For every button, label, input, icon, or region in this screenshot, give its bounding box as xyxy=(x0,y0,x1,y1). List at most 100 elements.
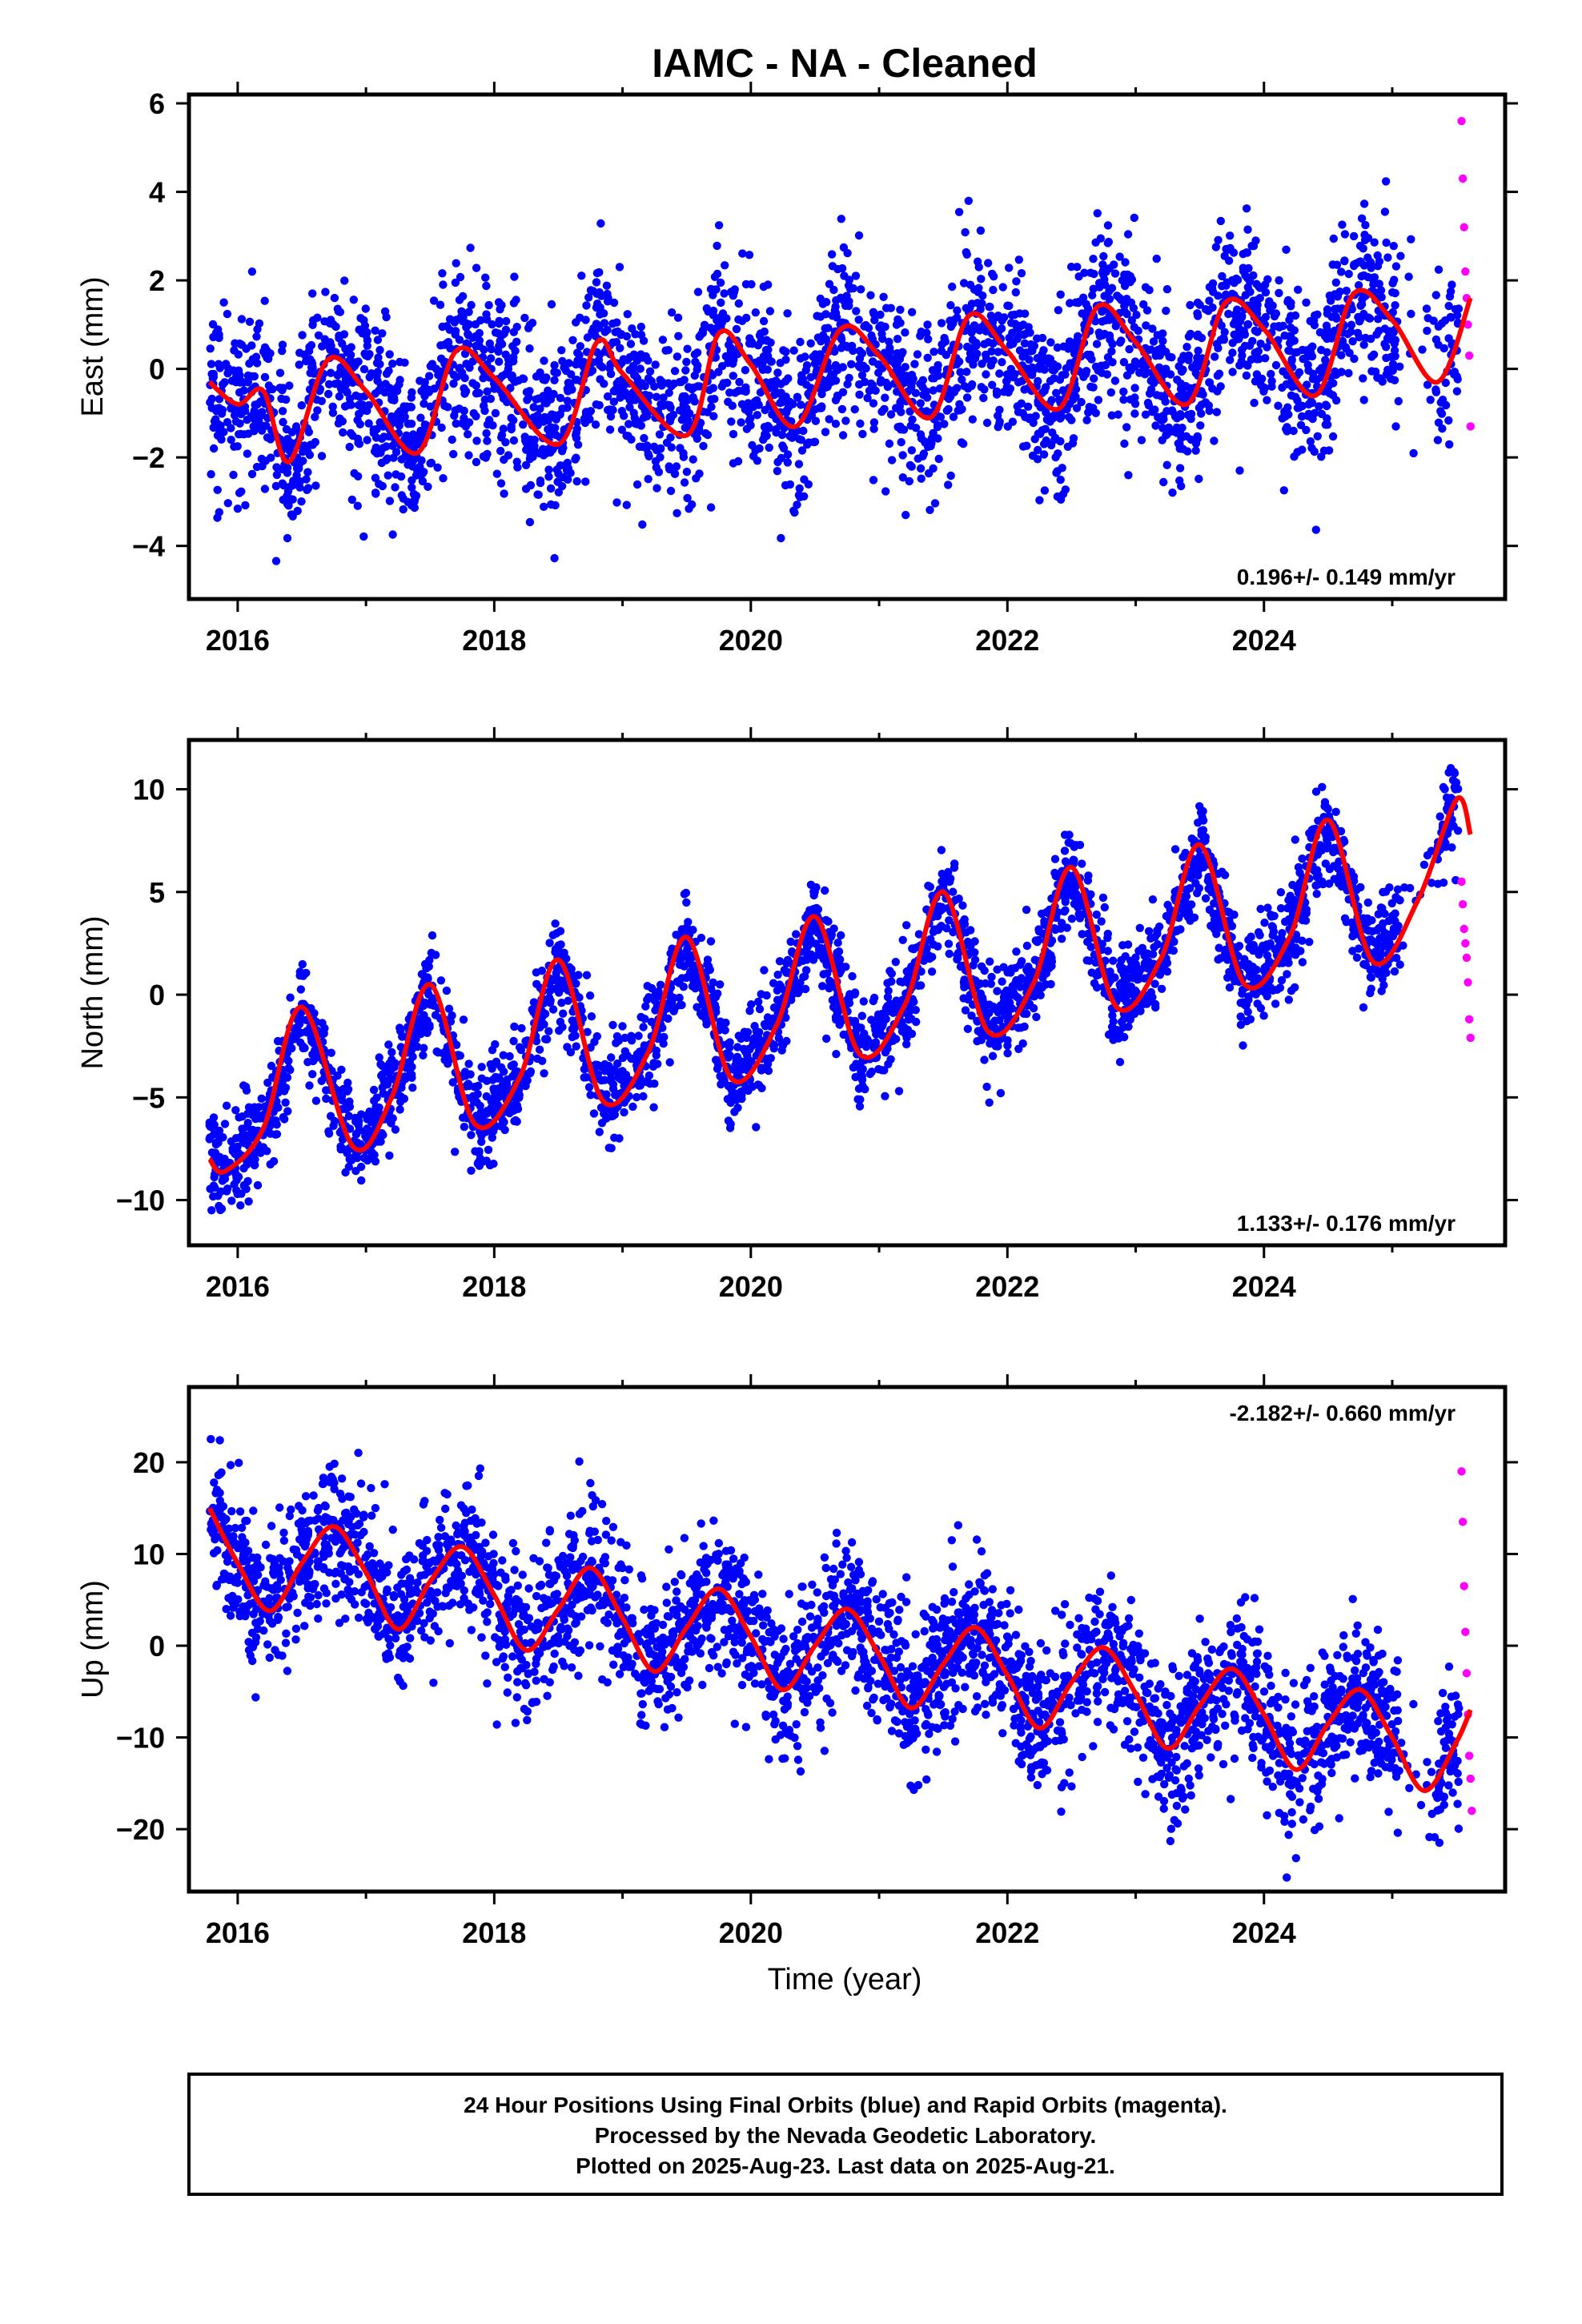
final-orbit-point xyxy=(864,324,873,332)
final-orbit-point xyxy=(1312,890,1321,899)
final-orbit-point xyxy=(501,350,510,359)
final-orbit-point xyxy=(509,416,518,424)
final-orbit-point xyxy=(1434,418,1443,427)
final-orbit-point xyxy=(448,435,456,444)
final-orbit-point xyxy=(694,427,703,436)
final-orbit-point xyxy=(733,1104,742,1112)
final-orbit-point xyxy=(480,345,488,354)
final-orbit-point xyxy=(881,304,891,312)
final-orbit-point xyxy=(1283,427,1291,436)
final-orbit-point xyxy=(795,484,804,493)
final-orbit-point xyxy=(596,303,604,312)
final-orbit-point xyxy=(1018,442,1028,451)
final-orbit-point xyxy=(837,215,846,223)
final-orbit-point xyxy=(946,316,954,325)
final-orbit-point xyxy=(830,347,839,356)
final-orbit-point xyxy=(783,309,792,318)
final-orbit-point xyxy=(1167,353,1176,362)
final-orbit-point xyxy=(439,280,448,289)
final-orbit-point xyxy=(751,308,760,317)
final-orbit-point xyxy=(223,369,232,378)
final-orbit-point xyxy=(245,317,255,326)
final-orbit-point xyxy=(917,474,926,483)
final-orbit-point xyxy=(990,1004,1000,1014)
final-orbit-point xyxy=(488,421,497,430)
final-orbit-point xyxy=(1088,291,1097,300)
final-orbit-point xyxy=(449,379,458,388)
final-orbit-point xyxy=(471,320,480,329)
final-orbit-point xyxy=(907,308,917,316)
final-orbit-point xyxy=(382,442,391,451)
final-orbit-point xyxy=(997,324,1006,333)
final-orbit-point xyxy=(1002,370,1012,379)
final-orbit-point xyxy=(1322,330,1331,339)
final-orbit-point xyxy=(905,374,914,384)
final-orbit-point xyxy=(544,993,554,1003)
final-orbit-point xyxy=(1323,305,1332,314)
final-orbit-point xyxy=(683,493,692,503)
final-orbit-point xyxy=(1253,999,1262,1008)
final-orbit-point xyxy=(502,397,512,407)
final-orbit-point xyxy=(499,424,508,433)
final-orbit-point xyxy=(1267,369,1275,379)
plot-area xyxy=(205,764,1475,1215)
final-orbit-point xyxy=(1056,475,1065,485)
final-orbit-point xyxy=(1100,903,1110,912)
final-orbit-point xyxy=(1363,898,1373,907)
final-orbit-point xyxy=(854,316,863,324)
final-orbit-point xyxy=(389,393,399,402)
final-orbit-point xyxy=(396,357,404,367)
final-orbit-point xyxy=(1108,358,1117,367)
final-orbit-point xyxy=(334,379,343,388)
final-orbit-point xyxy=(692,474,701,483)
final-orbit-point xyxy=(278,407,287,416)
final-orbit-point xyxy=(884,987,893,995)
final-orbit-point xyxy=(859,361,868,370)
final-orbit-point xyxy=(806,372,815,382)
final-orbit-point xyxy=(510,272,519,281)
final-orbit-point xyxy=(231,378,241,387)
final-orbit-point xyxy=(1073,263,1082,271)
final-orbit-point xyxy=(1089,255,1098,263)
final-orbit-point xyxy=(1225,983,1235,992)
final-orbit-point xyxy=(1215,369,1224,378)
final-orbit-point xyxy=(286,993,295,1002)
final-orbit-point xyxy=(275,368,285,377)
final-orbit-point xyxy=(468,379,477,388)
final-orbit-point xyxy=(691,357,700,366)
final-orbit-point xyxy=(495,357,504,366)
final-orbit-point xyxy=(1345,348,1354,357)
final-orbit-point xyxy=(545,431,554,440)
final-orbit-point xyxy=(364,400,373,410)
final-orbit-point xyxy=(219,428,228,436)
final-orbit-point xyxy=(475,388,484,397)
final-orbit-point xyxy=(1021,309,1030,318)
final-orbit-point xyxy=(1093,209,1102,218)
final-orbit-point xyxy=(1130,213,1139,223)
final-orbit-point xyxy=(988,269,997,279)
final-orbit-point xyxy=(408,483,416,492)
final-orbit-point xyxy=(1331,367,1339,376)
final-orbit-point xyxy=(921,387,931,396)
final-orbit-point xyxy=(1256,340,1265,348)
final-orbit-point xyxy=(373,336,383,344)
final-orbit-point xyxy=(821,915,831,925)
final-orbit-point xyxy=(215,1126,224,1136)
final-orbit-point xyxy=(1321,356,1330,364)
final-orbit-point xyxy=(1120,439,1129,448)
final-orbit-point xyxy=(617,425,627,434)
final-orbit-point xyxy=(898,935,907,945)
final-orbit-point xyxy=(837,931,845,940)
final-orbit-point xyxy=(1113,292,1122,300)
final-orbit-point xyxy=(539,375,548,384)
plot-frame xyxy=(187,92,1508,601)
final-orbit-point xyxy=(1007,319,1016,328)
final-orbit-point xyxy=(636,364,644,373)
final-orbit-point xyxy=(259,422,269,431)
final-orbit-point xyxy=(521,485,531,493)
final-orbit-point xyxy=(1061,485,1070,494)
final-orbit-point xyxy=(620,1108,628,1117)
final-orbit-point xyxy=(1327,296,1335,305)
final-orbit-point xyxy=(407,501,416,510)
final-orbit-point xyxy=(777,380,785,388)
